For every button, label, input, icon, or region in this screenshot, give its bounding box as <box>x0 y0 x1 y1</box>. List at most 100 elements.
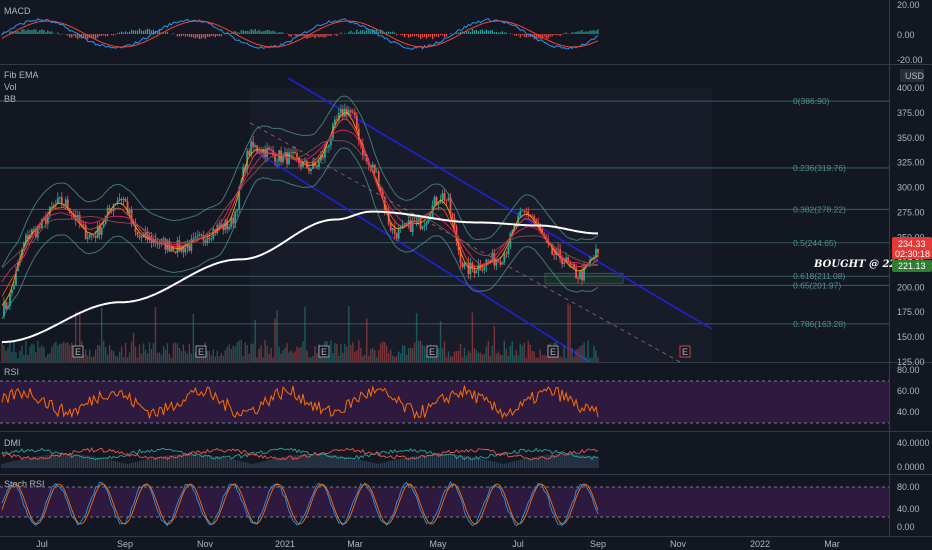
macd-histogram-bar <box>344 33 346 34</box>
candle-body <box>395 233 398 239</box>
macd-histogram-bar <box>577 31 579 34</box>
candle-body <box>453 218 456 227</box>
dmi-bar <box>196 454 198 468</box>
dmi-bar <box>581 454 583 468</box>
dmi-bar <box>140 460 143 468</box>
channel-upper-line <box>287 77 713 330</box>
volume-bar <box>9 341 11 362</box>
volume-bar <box>477 352 480 362</box>
macd-histogram-bar <box>188 34 190 37</box>
dmi-minus-line <box>1 447 599 461</box>
dmi-bar <box>75 454 77 468</box>
dmi-bar <box>358 459 360 468</box>
dmi-bar <box>418 455 420 468</box>
dmi-bar <box>549 454 551 468</box>
candle-body <box>583 267 585 281</box>
candle-body <box>296 153 298 158</box>
dmi-bar <box>386 461 388 468</box>
dmi-bar <box>111 460 113 468</box>
dmi-bar <box>144 459 147 468</box>
macd-histogram-bar <box>465 31 468 34</box>
price-tick: 300.00 <box>897 183 925 193</box>
macd-histogram-bar <box>390 31 392 34</box>
candle-body <box>495 260 498 266</box>
macd-histogram-bar <box>340 32 342 34</box>
volume-bar <box>25 340 27 362</box>
candle-body <box>122 198 125 200</box>
dmi-bar <box>378 463 380 468</box>
volume-bar <box>595 350 597 362</box>
rsi-tick: 40.00 <box>897 407 920 417</box>
dmi-bar <box>575 454 577 468</box>
candle-body <box>270 149 272 151</box>
macd-histogram-bar <box>547 34 549 39</box>
volume-bar <box>587 340 589 362</box>
dmi-bar <box>527 458 529 468</box>
volume-bar <box>110 350 113 362</box>
macd-histogram-bar <box>146 28 149 34</box>
dmi-bar <box>344 456 346 468</box>
volume-bar <box>425 354 428 362</box>
dmi-bar <box>99 457 101 468</box>
dmi-bar <box>172 454 175 468</box>
macd-histogram-bar <box>272 30 274 34</box>
volume-bar <box>509 345 511 362</box>
volume-bar <box>118 351 121 362</box>
dmi-bar <box>300 454 302 468</box>
candle-body <box>32 229 35 231</box>
dmi-bar <box>396 459 398 468</box>
dmi-bar <box>571 454 573 468</box>
dmi-bar <box>429 454 432 468</box>
dmi-bar <box>517 460 519 468</box>
x-axis-label: Sep <box>117 539 133 549</box>
candle-body <box>511 230 514 234</box>
earnings-marker <box>195 345 207 358</box>
volume-bar <box>527 340 529 362</box>
volume-bar <box>491 345 494 362</box>
dmi-bar <box>228 458 230 468</box>
macd-histogram-bar <box>194 34 196 39</box>
dmi-bar <box>178 454 181 468</box>
volume-bar <box>144 349 147 362</box>
volume-bar <box>376 356 378 362</box>
macd-histogram-bar <box>250 29 252 34</box>
earnings-marker-label: E <box>321 347 327 357</box>
candle-body <box>499 261 502 265</box>
macd-histogram-bar <box>45 32 47 34</box>
volume-bar <box>370 348 372 362</box>
dmi-bar <box>97 457 99 468</box>
volume-bar <box>3 345 5 362</box>
x-axis-label: 2022 <box>750 539 770 549</box>
macd-histogram-bar <box>216 34 218 36</box>
macd-histogram-bar <box>73 34 75 36</box>
volume-bar <box>471 312 474 362</box>
macd-histogram-bar <box>91 34 93 38</box>
candle-body <box>130 209 133 224</box>
macd-histogram-bar <box>463 32 466 34</box>
dmi-bar <box>278 457 280 468</box>
dmi-bar <box>419 455 422 468</box>
volume-bar <box>116 356 119 362</box>
volume-bar <box>481 354 484 362</box>
candle-body <box>304 160 306 162</box>
candle-body <box>553 254 556 256</box>
macd-histogram-bar <box>246 30 248 34</box>
macd-histogram-bar <box>410 34 412 38</box>
candle-body <box>397 228 400 239</box>
macd-histogram-bar <box>148 29 151 34</box>
volume-bar <box>35 352 37 362</box>
candle-body <box>563 262 566 265</box>
volume-bar <box>443 341 446 362</box>
volume-bar <box>90 357 93 362</box>
macd-histogram-bar <box>140 30 143 34</box>
macd-histogram-bar <box>419 34 422 40</box>
candle-body <box>7 305 9 309</box>
candle-body <box>116 200 119 204</box>
macd-histogram-bar <box>23 29 25 34</box>
macd-histogram-bar <box>282 32 284 34</box>
macd-histogram-bar <box>591 30 593 34</box>
volume-bar <box>362 356 364 362</box>
dmi-bar <box>128 463 131 468</box>
price-tick: 175.00 <box>897 307 925 317</box>
